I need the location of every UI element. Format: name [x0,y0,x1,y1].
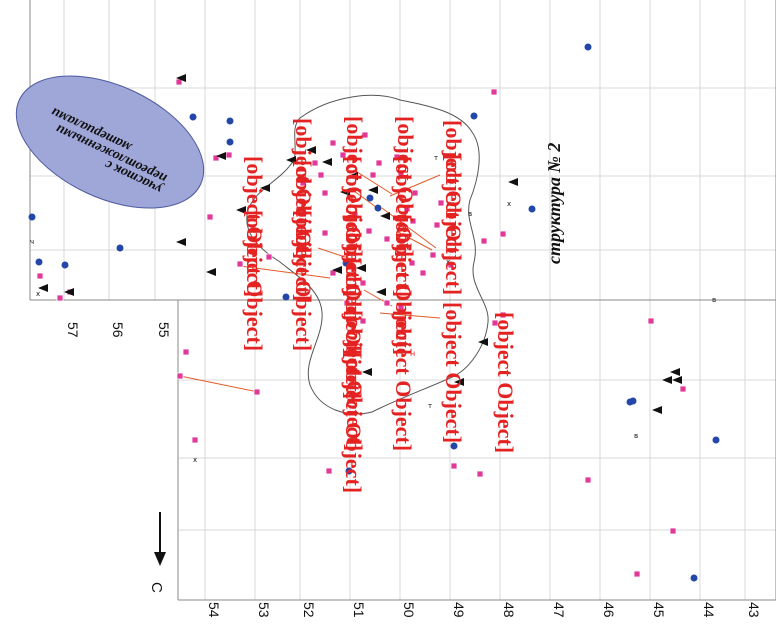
letter-label: х [36,290,40,298]
count-label: [object Object] [391,310,416,451]
tick-label: 44 [701,602,717,618]
letter-label: х [446,258,450,266]
letter-label: в [712,296,716,304]
letter-label: в [634,432,638,440]
tick-label: 55 [156,322,172,338]
count-label: [object Object] [493,312,518,453]
count-label: [object Object] [342,116,367,257]
blue-markers [28,43,720,582]
tick-label: 51 [351,602,367,618]
tick-label: 43 [746,602,762,618]
count-label: [object Object] [341,156,366,297]
count-label: [object Object] [441,154,466,295]
letter-label: ч [30,238,34,246]
tick-label: 52 [301,602,317,618]
pink-markers [36,78,687,578]
letter-label: ч [450,200,454,208]
letter-label: т [434,154,438,162]
north-arrow: С [148,512,166,593]
tick-label: 54 [206,602,222,618]
count-label: [object Object] [342,310,367,451]
redeposited-area: участок с переотложенными материалами [15,75,205,209]
triangle-markers [38,74,682,414]
map-frame [29,0,776,601]
lower-axis-ticks: 54 53 52 51 50 49 48 47 46 45 44 43 [206,602,762,618]
count-label: [object Object] [291,160,316,301]
letter-label: х [193,456,197,464]
structure-label: структура № 2 [544,143,564,264]
count-label: [object Object] [341,258,366,399]
structure-outline [246,94,489,415]
count-label: [object Object] [291,210,316,351]
count-label: [object Object] [341,214,366,355]
letter-label: н [410,349,415,358]
count-label: [object Object] [441,120,466,261]
letter-labels: ч х х х х т т в в в ч н [30,154,716,464]
count-label: [object Object] [242,210,267,351]
tick-label: 57 [65,322,81,338]
count-label: [object Object] [391,156,416,297]
tick-label: 49 [451,602,467,618]
north-label: С [148,582,165,593]
tick-label: 50 [401,602,417,618]
count-label: [object Object] [441,302,466,443]
tick-label: 56 [110,322,126,338]
letter-label: х [507,200,511,208]
tick-label: 46 [601,602,617,618]
letter-label: в [468,210,472,218]
upper-axis-ticks: 57 56 55 [65,322,172,338]
count-label: [object Object] [341,352,366,493]
letter-label: т [428,402,432,410]
tick-label: 48 [501,602,517,618]
count-labels: [object Object] [object Object] [object … [242,116,518,493]
count-label: [object Object] [242,156,267,297]
count-label: [object Object] [291,118,316,259]
count-label: [object Object] [393,116,418,257]
connection-lines [179,169,441,393]
tick-label: 45 [651,602,667,618]
tick-label: 53 [256,602,272,618]
tick-label: 47 [551,602,567,618]
count-label: [object Object] [391,214,416,355]
